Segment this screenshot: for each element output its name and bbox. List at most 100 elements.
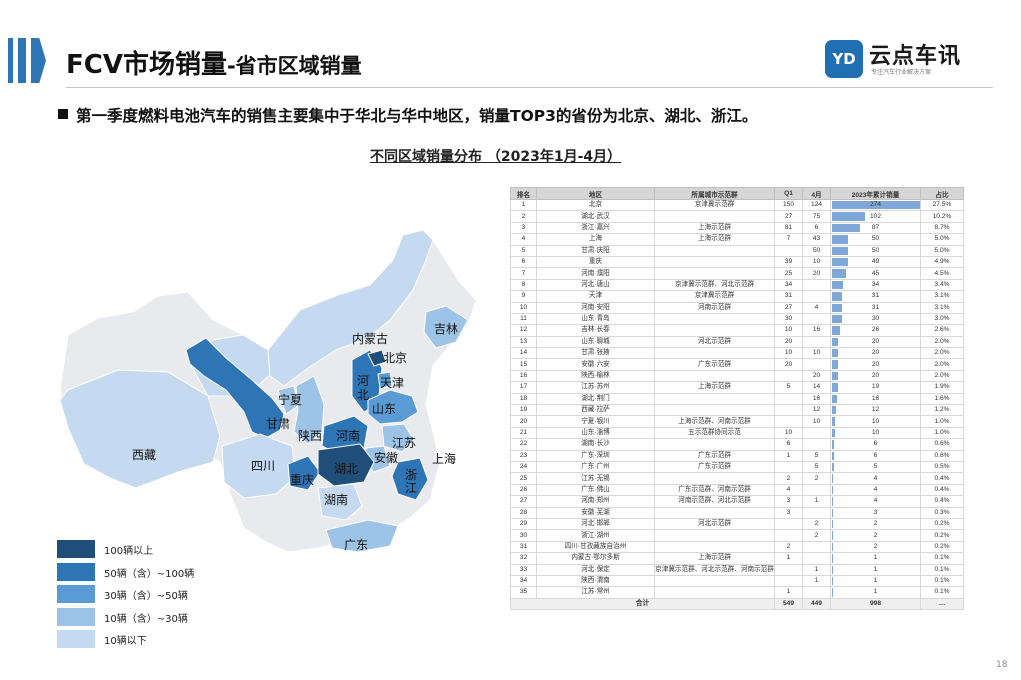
table-cell: 河南·郑州 — [536, 495, 655, 508]
table-cell: 2 — [774, 540, 803, 554]
table-row: 14 甘肃·张掖 10 10 20 2.0% — [510, 347, 964, 360]
table-cell: 39 — [774, 255, 803, 269]
table-cell: 2 — [774, 472, 803, 485]
table-cell — [654, 404, 775, 417]
table-cell: 陕西·渭南 — [536, 574, 655, 588]
table-cell: 2 — [802, 517, 831, 531]
map-label-jilin: 吉林 — [434, 322, 458, 336]
map-region-neimenggu — [267, 229, 434, 387]
table-cell: 20 — [830, 347, 921, 360]
cumulative-sales-bar — [832, 246, 849, 255]
cumulative-sales-value: 2 — [873, 531, 878, 539]
column-header: 地区 — [536, 187, 655, 200]
cumulative-sales-value: 26 — [871, 326, 880, 334]
table-cell: 2 — [830, 517, 921, 531]
cumulative-sales-value: 49 — [871, 258, 880, 266]
table-cell: 35 — [510, 586, 537, 599]
header-divider — [66, 87, 993, 88]
legend-swatch — [57, 630, 95, 648]
map-region-zhejiang — [391, 457, 429, 501]
cumulative-sales-bar — [832, 201, 920, 210]
table-cell: 上海示范群 — [654, 233, 775, 246]
table-cell: 25 — [774, 267, 803, 280]
cumulative-sales-bar — [832, 508, 833, 517]
cumulative-sales-bar — [832, 406, 836, 415]
map-region-jilin — [423, 305, 469, 349]
table-cell: 10 — [774, 426, 803, 440]
table-cell — [774, 392, 803, 406]
cumulative-sales-value: 274 — [869, 201, 881, 209]
table-row: 33 河北·保定 京津冀示范群、河北示范群、河南示范群 1 1 0.1% — [510, 563, 964, 576]
table-cell: 274 — [830, 198, 921, 212]
map-label-shaanxi: 陕西 — [298, 428, 322, 443]
column-header: 4月 — [802, 187, 831, 200]
map-region-xizang — [59, 369, 221, 489]
china-sales-map: 内蒙古 吉林 北京 天津 河 北 宁夏 山东 甘肃 陕西 河南 江苏 西藏 四川… — [59, 229, 477, 553]
table-cell: 75 — [802, 210, 831, 223]
table-cell: 6 — [830, 449, 921, 463]
table-cell: 重庆 — [536, 255, 655, 269]
map-label-chongqing: 重庆 — [290, 473, 314, 487]
table-cell: 4 — [830, 472, 921, 485]
table-cell: 34 — [830, 278, 921, 292]
brand-logo-mark: YD — [825, 40, 863, 78]
map-label-jiangsu: 江苏 — [392, 436, 416, 450]
table-cell: 0.5% — [920, 460, 964, 474]
table-cell: 16 — [802, 392, 831, 406]
bullet-square-icon — [58, 109, 68, 119]
cumulative-sales-bar — [832, 314, 842, 324]
table-cell: 湖北·荆门 — [536, 392, 655, 406]
table-cell: 上海示范群 — [654, 381, 775, 394]
table-cell: 24 — [510, 460, 537, 474]
cumulative-sales-bar — [832, 417, 836, 426]
table-cell: 山东·淄博 — [536, 426, 655, 440]
table-cell: 宁夏·银川 — [536, 415, 655, 428]
table-cell: 0.2% — [920, 529, 964, 542]
cumulative-sales-value: 2 — [873, 542, 878, 550]
table-cell: 五示范群协同示范 — [654, 426, 775, 440]
table-cell — [654, 267, 775, 280]
legend-swatch — [57, 562, 95, 581]
table-cell: 12 — [802, 404, 831, 417]
cumulative-sales-value: 4 — [873, 485, 878, 493]
table-cell: 1.2% — [920, 404, 964, 417]
table-row: 15 安徽·六安 广东示范群 20 20 2.0% — [510, 358, 964, 371]
cumulative-sales-value: 12 — [871, 406, 880, 414]
legend-label: 10辆以下 — [104, 636, 147, 647]
table-cell: 45 — [830, 267, 921, 280]
table-cell: 2 — [830, 529, 921, 542]
column-header: 占比 — [920, 187, 964, 200]
table-cell — [802, 426, 831, 440]
table-cell: 8.7% — [920, 221, 964, 235]
table-cell: 31 — [830, 301, 921, 314]
table-cell: 7 — [774, 233, 803, 246]
cumulative-sales-bar — [832, 303, 842, 312]
section-title: 不同区域销量分布 （2023年1月-4月） — [370, 149, 622, 165]
table-cell: 5.0% — [920, 244, 964, 257]
table-cell: 1.0% — [920, 415, 964, 428]
cumulative-sales-bar — [832, 440, 834, 449]
table-cell: 20 — [774, 335, 803, 349]
table-cell: 浙江·湖州 — [536, 529, 655, 542]
cumulative-sales-bar — [832, 394, 838, 404]
table-cell: 32 — [510, 552, 537, 565]
table-cell: 河南示范群 — [654, 301, 775, 314]
cumulative-sales-value: 10 — [871, 417, 880, 425]
table-cell: 北京 — [536, 198, 655, 212]
table-cell: 20 — [774, 358, 803, 371]
table-cell — [654, 347, 775, 360]
table-cell — [802, 290, 831, 303]
table-cell — [654, 244, 775, 257]
table-cell: 山东·青岛 — [536, 312, 655, 326]
table-cell: 10 — [830, 415, 921, 428]
map-region-hubei — [317, 443, 375, 487]
table-cell: 4.5% — [920, 267, 964, 280]
cumulative-sales-value: 50 — [871, 235, 880, 243]
table-cell: 50 — [830, 244, 921, 257]
cumulative-sales-value: 19 — [871, 383, 880, 391]
cumulative-sales-bar — [832, 485, 834, 495]
table-row: 32 内蒙古·鄂尔多斯 上海示范群 1 1 0.1% — [510, 552, 964, 565]
table-body: 1 北京 京津冀示范群 150 124 274 27.5% 2 湖北·武汉 27 75 102 10.2… — [510, 198, 964, 599]
table-cell: 87 — [830, 221, 921, 235]
cumulative-sales-value: 20 — [871, 337, 880, 345]
